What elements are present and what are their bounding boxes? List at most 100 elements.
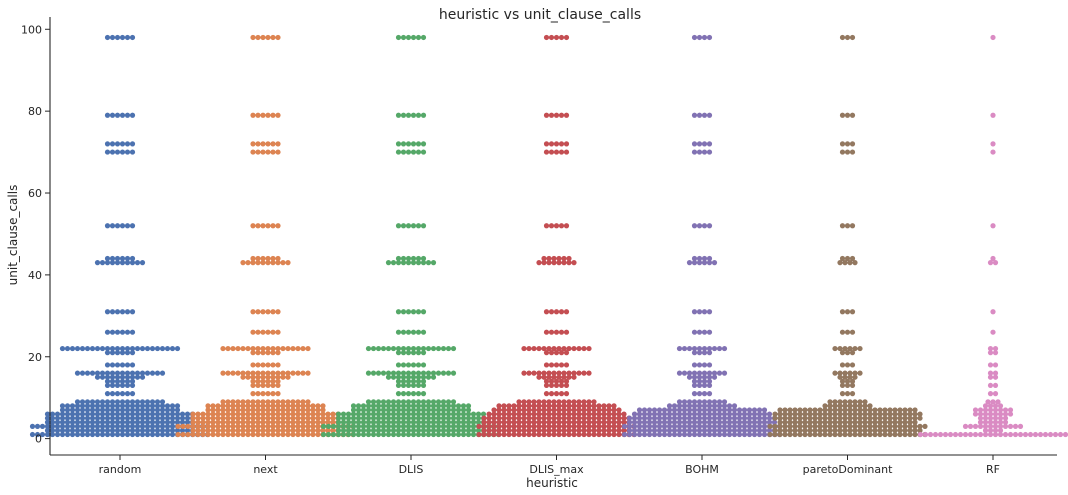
data-point	[576, 411, 582, 417]
data-point	[174, 345, 181, 352]
data-point	[797, 419, 803, 425]
data-point	[420, 378, 427, 384]
data-point	[415, 149, 422, 155]
data-point	[400, 350, 407, 356]
data-point	[571, 374, 577, 380]
data-point	[491, 407, 497, 413]
data-point	[74, 423, 81, 429]
plot-area	[29, 34, 1068, 438]
data-point	[563, 34, 570, 41]
data-point	[330, 411, 336, 417]
data-point	[701, 415, 708, 421]
data-point	[260, 427, 266, 434]
data-point	[420, 415, 427, 421]
data-point	[563, 223, 570, 229]
data-point	[586, 419, 592, 425]
data-point	[385, 403, 392, 409]
data-point	[275, 415, 281, 421]
data-point	[992, 411, 999, 417]
data-point	[992, 345, 999, 352]
data-point	[74, 345, 81, 352]
data-point	[415, 382, 422, 389]
data-point	[571, 431, 577, 438]
data-point	[501, 431, 507, 438]
data-point	[345, 411, 352, 417]
data-point	[405, 415, 412, 421]
data-point	[450, 427, 457, 434]
data-point	[553, 223, 560, 229]
data-point	[992, 415, 999, 421]
data-point	[571, 345, 577, 352]
data-point	[556, 419, 562, 425]
data-point	[511, 411, 517, 417]
data-point	[450, 370, 457, 376]
data-point	[521, 345, 527, 352]
data-point	[134, 260, 141, 266]
data-point	[812, 407, 818, 413]
data-point	[716, 403, 723, 409]
data-point	[844, 223, 851, 229]
data-point	[882, 431, 888, 438]
data-point	[686, 423, 693, 429]
data-point	[992, 382, 999, 389]
data-point	[270, 431, 276, 438]
data-point	[360, 423, 367, 429]
data-point	[255, 378, 261, 384]
data-point	[862, 407, 868, 413]
data-point	[380, 415, 387, 421]
data-point	[415, 309, 422, 315]
data-point	[345, 419, 352, 425]
data-point	[420, 370, 427, 376]
data-point	[124, 141, 131, 147]
data-point	[761, 411, 768, 417]
data-point	[109, 374, 116, 380]
data-point	[355, 431, 362, 438]
data-point	[79, 407, 86, 413]
data-point	[59, 423, 66, 429]
data-point	[395, 260, 402, 266]
data-point	[250, 407, 256, 413]
data-point	[114, 431, 121, 438]
data-point	[400, 362, 407, 368]
data-point	[420, 34, 427, 41]
data-point	[897, 407, 903, 413]
data-point	[992, 374, 999, 380]
data-point	[235, 403, 241, 409]
data-point	[671, 415, 678, 421]
data-point	[491, 411, 497, 417]
data-point	[847, 427, 853, 434]
data-point	[129, 34, 136, 41]
data-point	[385, 411, 392, 417]
data-point	[325, 419, 331, 425]
data-point	[526, 345, 532, 352]
data-point	[761, 407, 768, 413]
data-point	[491, 431, 497, 438]
data-point	[280, 431, 286, 438]
data-point	[882, 427, 888, 434]
data-point	[867, 427, 873, 434]
data-point	[691, 141, 698, 147]
data-point	[877, 415, 883, 421]
data-point	[350, 415, 357, 421]
data-point	[787, 419, 793, 425]
data-point	[927, 431, 934, 438]
data-point	[987, 374, 994, 380]
data-point	[706, 362, 713, 368]
data-point	[842, 374, 848, 380]
data-point	[867, 415, 873, 421]
data-point	[741, 411, 748, 417]
data-point	[420, 309, 427, 315]
data-point	[94, 370, 101, 376]
data-point	[235, 419, 241, 425]
data-point	[400, 399, 407, 405]
data-point	[912, 431, 918, 438]
data-point	[245, 370, 251, 376]
data-point	[134, 407, 141, 413]
data-point	[300, 431, 306, 438]
data-point	[551, 370, 557, 376]
data-point	[701, 149, 708, 155]
data-point	[79, 423, 86, 429]
data-point	[114, 362, 121, 368]
data-point	[812, 419, 818, 425]
data-point	[184, 415, 191, 421]
